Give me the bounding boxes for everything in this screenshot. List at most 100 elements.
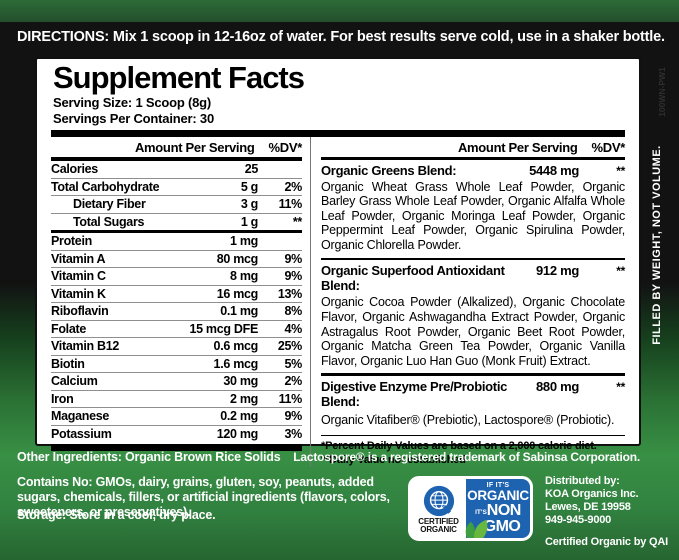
left-column-header: Amount Per Serving %DV* [51,137,302,157]
nutrient-dv: 2% [284,179,303,194]
left-header-bar [51,157,302,161]
table-row: Biotin 1.6 mcg 5% [51,354,302,373]
blend-ingredients: Organic Wheat Grass Whole Leaf Powder, O… [321,179,625,253]
table-row: Calcium 30 mg 2% [51,372,302,390]
nutrient-amount: 0.2 mg [220,409,258,423]
filled-by-weight-text: FILLED BY WEIGHT, NOT VOLUME. [651,145,663,345]
nutrient-dv: 3% [284,426,303,441]
footnote-dv: *Percent Daily Values are based on a 2,0… [321,440,597,452]
serving-size: Serving Size: 1 Scoop (8g) [53,95,212,110]
other-ingredients-label: Other Ingredients: [17,450,122,464]
nutrient-dv: 11% [278,391,303,406]
blend-amount: 5448 mg [529,162,579,178]
directions-label: DIRECTIONS: [17,29,110,45]
nutrient-amount: 1 g [240,214,258,229]
non-gmo-section: IF IT'S ORGANIC IT'S NON GMO [465,479,530,538]
blend-dv: ** [616,163,625,178]
leaf-icon [465,519,488,538]
nutrient-label: Riboflavin [51,304,109,318]
distributor-label: Distributed by: [545,475,620,487]
nutrient-label: Calories [51,162,98,176]
contains-no-line: Contains No: GMOs, dairy, grains, gluten… [17,475,417,520]
blend-amount: 912 mg [535,263,579,279]
nutrient-amount: 8 mg [230,269,258,283]
nutrient-amount: 25 [244,162,259,176]
table-row: Iron 2 mg 11% [51,389,303,408]
nutrient-amount: 0.6 mcg [213,339,259,353]
blend-dv: ** [616,380,625,395]
nutrient-dv: ** [292,214,302,229]
left-header-amount: Amount Per Serving [134,140,255,155]
organic-text: ORGANIC [467,488,529,504]
nutrient-amount: 80 mcg [216,251,259,266]
blend-title-row: Digestive Enzyme Pre/Probiotic Blend: 88… [321,376,625,410]
nutrient-dv: 9% [284,269,303,283]
right-header-dv: %DV* [591,140,626,155]
nutrient-label: Calcium [51,374,98,388]
blend-name: Digestive Enzyme Pre/Probiotic Blend: [321,379,508,410]
nutrient-label: Total Carbohydrate [51,179,160,194]
nutrient-amount: 30 mg [223,374,258,388]
table-row: Riboflavin 0.1 mg 8% [51,302,302,320]
blend-divider-bar [321,373,625,377]
nutrient-amount: 2 mg [230,391,258,406]
supplement-facts-panel: Supplement Facts Serving Size: 1 Scoop (… [35,57,641,467]
nutrients-column: Amount Per Serving %DV* Calories 25 Total… [51,137,311,467]
blend-divider-bar [321,257,625,261]
nutrient-label: Vitamin B12 [51,339,120,353]
nutrient-label: Vitamin A [51,251,106,266]
nutrient-label: Protein [51,234,92,248]
table-row: Total Carbohydrate 5 g 2% [51,177,303,196]
nutrient-dv: 8% [284,304,303,318]
distributor-phone: 949-945-9000 [545,514,612,526]
nutrient-label: Folate [51,321,87,336]
non-row: IT'S NON [475,501,522,519]
nutrient-label: Vitamin K [51,286,106,301]
other-ingredients-value: Organic Brown Rice Solids [125,450,281,464]
footnotes: *Percent Daily Values are based on a 2,0… [321,436,625,467]
right-header-amount: Amount Per Serving [457,140,578,155]
blend-title-row: Organic Superfood Antioxidant Blend: 912… [321,260,625,294]
non-text: NON [486,501,522,519]
nutrient-amount: 120 mg [216,426,259,441]
blend-dv: ** [616,264,625,279]
storage-value: Store in a cool, dry place. [69,508,216,522]
nutrient-amount: 16 mcg [216,286,259,301]
nutrient-label: Biotin [51,356,85,371]
footnote-established: **Daily Value not established [321,453,466,466]
storage-label: Storage: [17,508,67,522]
blend-ingredients: Organic Cocoa Powder (Alkalized), Organi… [321,295,625,368]
table-row: Vitamin B12 0.6 mcg 25% [51,337,302,355]
table-row: Vitamin K 16 mcg 13% [51,284,302,303]
nutrient-label: Dietary Fiber [73,197,146,211]
nutrient-amount: 3 g [240,197,258,211]
trademark-note: Lactospore® is a registered trademark of… [293,450,640,464]
table-row: Vitamin A 80 mcg 9% [51,249,302,268]
distributor-address: Lewes, DE 19958 [545,501,631,513]
nutrient-amount: 0.1 mg [220,304,258,318]
if-its-text: IF IT'S [486,482,510,490]
nutrient-dv: 2% [284,374,303,388]
table-row: Dietary Fiber 3 g 11% [51,195,302,213]
right-column-header: Amount Per Serving %DV* [321,137,625,157]
label-code-text: 100WN-PW1 [657,67,667,117]
gmo-text: GMO [483,517,521,535]
nutrient-label: Total Sugars [73,214,145,229]
servings-per-container: Servings Per Container: 30 [53,111,214,126]
certified-organic-text: CERTIFIED ORGANIC [418,517,459,535]
certified-organic-seal-icon [423,485,454,516]
blend-title-row: Organic Greens Blend: 5448 mg ** [321,160,625,179]
nutrient-amount: 5 g [240,179,258,194]
table-row: Protein 1 mg [51,230,302,250]
nutrient-label: Iron [51,391,74,406]
right-header-bar [321,157,625,160]
certified-organic-section: CERTIFIED ORGANIC [411,479,466,538]
table-row: Folate 15 mcg DFE 4% [51,319,303,338]
its-text: IT'S [475,509,487,517]
nutrient-amount: 1 mg [230,234,258,248]
blends-column: Amount Per Serving %DV* Organic Greens B… [311,137,625,467]
nutrient-dv: 9% [284,409,303,423]
storage-line: Storage: Store in a cool, dry place. [17,508,216,522]
nutrient-dv: 13% [277,286,302,301]
nutrient-dv: 4% [284,321,303,336]
